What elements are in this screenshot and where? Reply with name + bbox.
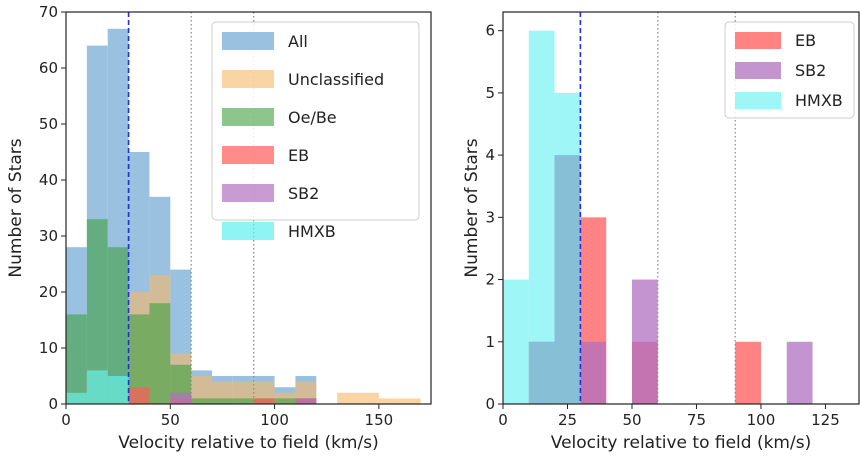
legend-label-all: All — [288, 32, 308, 51]
y-tick-label: 2 — [485, 271, 495, 289]
legend-label-eb: EB — [288, 146, 309, 165]
bar-unclassified-140 — [358, 392, 379, 404]
bar-hmxb-10 — [528, 30, 555, 404]
bar-oe-be-10 — [86, 219, 108, 404]
bar-sb2-50 — [170, 392, 192, 404]
legend-swatch-eb — [222, 146, 274, 164]
legend-swatch-hmxb — [735, 92, 781, 109]
legend-label-oe-be: Oe/Be — [288, 108, 337, 127]
legend-swatch-hmxb — [222, 222, 274, 240]
bar-oe-be-70 — [212, 398, 233, 404]
x-tick-label: 0 — [498, 411, 508, 429]
y-tick-label: 0 — [48, 395, 58, 413]
bar-eb-90 — [253, 398, 275, 404]
y-tick-label: 5 — [485, 84, 495, 102]
bar-oe-be-30 — [128, 314, 150, 404]
series-hmxb — [503, 30, 581, 404]
bar-oe-be-20 — [107, 247, 129, 404]
x-tick-label: 0 — [61, 411, 71, 429]
x-tick-label: 25 — [558, 411, 577, 429]
plot-frame — [65, 11, 432, 405]
bar-oe-be-100 — [274, 398, 296, 404]
legend-label-eb: EB — [795, 31, 816, 50]
bar-unclassified-60 — [191, 376, 212, 404]
x-tick-label: 150 — [365, 411, 394, 429]
y-tick-label: 50 — [39, 115, 58, 133]
x-tick-label: 75 — [687, 411, 706, 429]
legend-swatch-eb — [735, 32, 781, 49]
y-tick-label: 0 — [485, 395, 495, 413]
bar-unclassified-130 — [337, 392, 358, 404]
x-tick-label: 100 — [747, 411, 776, 429]
y-tick-label: 60 — [39, 59, 58, 77]
left-histogram-panel: 0 50 100 150 0 10 20 30 40 50 60 70 Velocity relativ… — [6, 3, 432, 453]
y-tick-label: 1 — [485, 333, 495, 351]
bar-oe-be-60 — [191, 398, 212, 404]
series-sb2 — [170, 392, 317, 404]
y-axis-label: Number of Stars — [6, 138, 26, 277]
legend-label-hmxb: HMXB — [795, 91, 843, 110]
y-tick-label: 20 — [39, 283, 58, 301]
y-axis-label: Number of Stars — [462, 138, 482, 277]
bar-sb2-30 — [580, 341, 607, 404]
legend-label-sb2: SB2 — [795, 61, 826, 80]
bar-oe-be-80 — [232, 398, 254, 404]
bar-eb-90 — [735, 341, 761, 404]
legend-swatch-sb2 — [222, 184, 274, 202]
x-axis-label: Velocity relative to field (km/s) — [118, 433, 378, 453]
bar-hmxb-0 — [66, 392, 87, 404]
bar-sb2-110 — [295, 398, 317, 404]
legend-swatch-all — [222, 32, 274, 50]
legend-swatch-sb2 — [735, 62, 781, 79]
right-histogram-panel: 0 25 50 75 100 125 0 1 2 3 4 5 6 Velocity relative to… — [462, 11, 860, 453]
plot-frame — [502, 11, 860, 405]
x-tick-label: 50 — [622, 411, 641, 429]
x-axis-label: Velocity relative to field (km/s) — [551, 433, 811, 453]
x-tick-label: 125 — [811, 411, 840, 429]
y-tick-label: 10 — [39, 339, 58, 357]
x-tick-label: 50 — [161, 411, 180, 429]
bar-oe-be-40 — [149, 303, 171, 404]
bar-eb-30 — [128, 387, 150, 404]
legend-label-sb2: SB2 — [288, 184, 319, 203]
legend-swatch-oe-be — [222, 108, 274, 126]
y-tick-label: 3 — [485, 208, 495, 226]
legend-swatch-unclassified — [222, 70, 274, 88]
series-hmxb — [66, 370, 129, 404]
bar-hmxb-20 — [107, 376, 129, 404]
bar-hmxb-20 — [554, 92, 581, 404]
bar-sb2-50 — [631, 279, 658, 404]
bar-hmxb-10 — [86, 370, 108, 404]
bar-oe-be-0 — [66, 314, 87, 404]
bar-unclassified-160 — [399, 398, 421, 404]
x-tick-label: 100 — [260, 411, 289, 429]
y-tick-label: 30 — [39, 227, 58, 245]
bar-sb2-110 — [786, 341, 813, 404]
legend: All Unclassified Oe/Be EB SB2 HMXB — [211, 21, 420, 241]
y-tick-label: 40 — [39, 171, 58, 189]
legend: EB SB2 HMXB — [724, 21, 855, 119]
bar-hmxb-0 — [503, 279, 529, 404]
y-tick-label: 70 — [39, 3, 58, 21]
legend-label-unclassified: Unclassified — [288, 70, 384, 89]
y-tick-label: 4 — [485, 146, 495, 164]
bar-unclassified-150 — [378, 398, 400, 404]
y-tick-label: 6 — [485, 22, 495, 40]
legend-label-hmxb: HMXB — [288, 222, 336, 241]
